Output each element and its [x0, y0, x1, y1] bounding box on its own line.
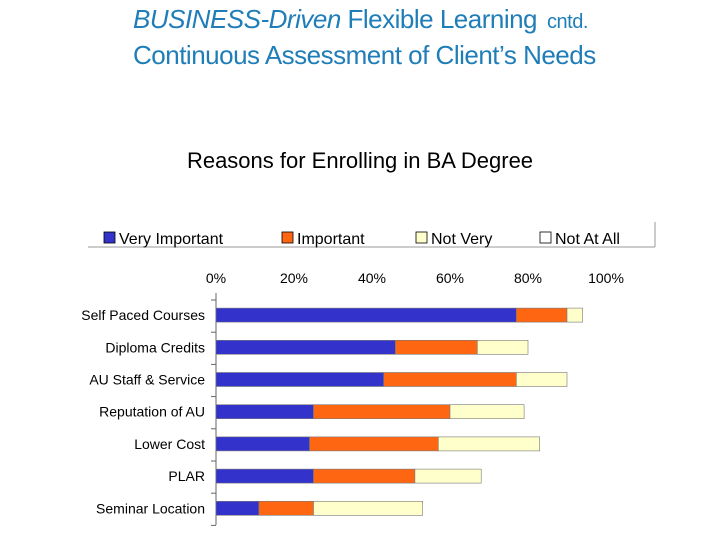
title-rest-part: Flexible Learning — [340, 4, 538, 34]
title-italic-part: BUSINESS-Driven — [133, 4, 341, 34]
bar-segment — [414, 468, 482, 484]
y-category-label: AU Staff & Service — [89, 372, 205, 388]
bar-segment — [215, 500, 260, 516]
bar-segment — [313, 500, 423, 516]
bar-segment — [437, 436, 540, 452]
bar-segment — [215, 307, 517, 323]
legend-label: Not Very — [431, 231, 492, 248]
y-category-label: Seminar Location — [96, 500, 205, 516]
legend-swatch — [415, 231, 428, 244]
y-axis: Self Paced Courses Diploma Credits AU Staf… — [81, 293, 217, 526]
bar-segment — [309, 436, 439, 452]
bar-segment — [215, 372, 384, 387]
x-tick-label: 80% — [514, 270, 542, 286]
bar-segment — [476, 339, 529, 355]
slide-title-line1: BUSINESS-Driven Flexible Learning cntd. — [133, 4, 588, 35]
x-tick-label: 40% — [358, 270, 386, 286]
x-tick-label: 0% — [206, 270, 226, 286]
legend-swatch — [281, 231, 294, 244]
legend-swatch — [539, 231, 552, 244]
y-category-label: Reputation of AU — [99, 404, 205, 420]
bar-segment — [313, 404, 451, 420]
x-tick-label: 60% — [436, 270, 464, 286]
legend-swatch — [103, 231, 116, 244]
y-category-label: PLAR — [168, 468, 205, 484]
bar-segment — [566, 307, 583, 323]
bar-segment — [383, 372, 517, 387]
y-category-label: Diploma Credits — [105, 339, 205, 355]
slide-title-line2: Continuous Assessment of Client’s Needs — [133, 40, 596, 70]
bar-segment — [215, 339, 396, 355]
title-suffix: cntd. — [547, 11, 588, 33]
bar-segment — [215, 436, 310, 452]
bar-segment — [258, 500, 314, 516]
bar-segment — [395, 339, 478, 355]
bar-segment — [515, 372, 568, 387]
legend-label: Not At All — [555, 231, 620, 248]
y-category-label: Lower Cost — [134, 436, 205, 452]
x-tick-label: 20% — [280, 270, 308, 286]
chart-heading: Reasons for Enrolling in BA Degree — [186, 148, 534, 173]
legend-label: Important — [297, 231, 365, 248]
bar-segment — [449, 404, 525, 420]
bar-segment — [515, 307, 568, 323]
bar-segment — [313, 468, 416, 484]
chart-legend: Very Important Important Not Very Not At Al… — [88, 222, 656, 248]
y-category-label: Self Paced Courses — [81, 307, 205, 323]
bars — [215, 307, 583, 516]
legend-label: Very Important — [119, 231, 224, 248]
x-axis: 0% 20% 40% 60% 80% 100% — [206, 270, 624, 286]
bar-segment — [215, 468, 314, 484]
bar-segment — [215, 404, 314, 420]
x-tick-label: 100% — [588, 270, 624, 286]
